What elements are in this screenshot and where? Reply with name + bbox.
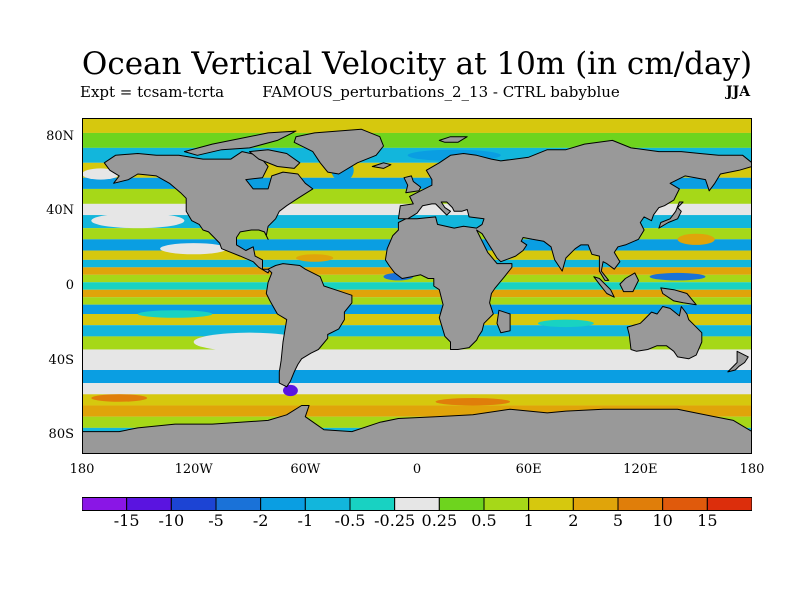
land-iceland <box>371 162 392 169</box>
land-borneo <box>619 272 639 293</box>
map-subtitle: Expt = tcsam-tcrta FAMOUS_perturbations_… <box>80 83 620 101</box>
colorbar-tick-label: 2 <box>568 511 579 530</box>
lat-label: 40N <box>46 203 74 219</box>
colorbar-swatch <box>617 497 664 511</box>
velocity-patch <box>537 319 594 328</box>
colorbar-swatch <box>126 497 172 511</box>
colorbar-tick-label: 0.5 <box>471 511 497 530</box>
land-greenland <box>293 128 384 175</box>
colorbar-tick-label: 15 <box>697 511 718 530</box>
velocity-band <box>82 177 752 189</box>
colorbar-tick-label: 5 <box>612 511 624 530</box>
colorbar-tick-label: -10 <box>158 511 185 530</box>
land-baffin-island <box>249 149 301 169</box>
velocity-band <box>82 304 752 314</box>
colorbar-swatch <box>528 497 574 511</box>
colorbar-swatch <box>304 497 351 511</box>
colorbar-tick-label: -2 <box>252 511 269 530</box>
perturbation-label: FAMOUS_perturbations_2_13 - CTRL babyblu… <box>262 83 620 101</box>
velocity-band <box>82 370 752 384</box>
velocity-patch <box>649 272 706 281</box>
experiment-label: Expt = tcsam-tcrta <box>80 83 225 101</box>
colorbar-swatch <box>483 497 530 511</box>
velocity-band <box>82 274 752 283</box>
velocity-patch <box>677 233 715 245</box>
lon-label: 120W <box>174 462 213 477</box>
lon-label: 120E <box>623 462 658 477</box>
velocity-patch <box>482 351 576 370</box>
season-label: JJA <box>726 84 751 100</box>
land-canadian-archipelago <box>183 130 297 156</box>
velocity-band <box>82 405 752 417</box>
colorbar-tick-label: -15 <box>113 511 140 530</box>
land-new-zealand <box>727 350 749 373</box>
colorbar-swatch <box>170 497 217 511</box>
map-frame <box>82 118 752 454</box>
land-madagascar <box>496 309 511 334</box>
velocity-patch <box>160 243 228 255</box>
velocity-band <box>82 314 752 326</box>
lat-label: 40S <box>48 352 74 368</box>
land-north-america <box>103 151 314 274</box>
colorbar <box>82 497 752 511</box>
land-eurasia-africa <box>384 139 752 350</box>
land-japan <box>658 201 684 229</box>
colorbar-tick-label: 0.25 <box>421 511 458 530</box>
colorbar-tick-label: -5 <box>208 511 224 530</box>
lat-label: 80S <box>48 427 74 443</box>
velocity-band <box>82 132 752 148</box>
velocity-band <box>82 282 752 290</box>
colorbar-swatch <box>349 497 396 511</box>
colorbar-swatch <box>572 497 619 511</box>
land-australia <box>626 306 703 360</box>
colorbar-swatch <box>260 497 306 511</box>
velocity-patch <box>82 168 120 180</box>
velocity-patch <box>323 351 436 370</box>
land-sumatra <box>593 276 615 298</box>
colorbar-tick-label: -1 <box>297 511 314 530</box>
velocity-patch <box>283 384 298 397</box>
colorbar-swatch <box>438 497 485 511</box>
colorbar-swatch <box>706 497 752 511</box>
velocity-band <box>82 289 752 298</box>
lat-label: 0 <box>65 278 74 293</box>
map-title: Ocean Vertical Velocity at 10m (in cm/da… <box>81 46 753 82</box>
land-svalbard <box>438 136 468 143</box>
velocity-patch <box>193 332 306 352</box>
velocity-patch <box>137 310 213 318</box>
velocity-patch <box>91 394 148 402</box>
lat-label: 80N <box>46 128 74 144</box>
map-panel <box>82 118 752 454</box>
colorbar-swatch <box>215 497 262 511</box>
colorbar-swatch <box>394 497 440 511</box>
land-new-guinea <box>660 287 697 306</box>
velocity-band <box>82 297 752 305</box>
velocity-band <box>82 118 752 133</box>
lon-label: 180 <box>69 462 95 477</box>
colorbar-tick-label: 1 <box>523 511 534 530</box>
lon-label: 60W <box>290 462 321 477</box>
land-antarctica <box>82 405 752 454</box>
lon-label: 180 <box>739 462 765 477</box>
colorbar-swatch <box>82 497 128 511</box>
colorbar-tick-label: -0.5 <box>334 511 366 530</box>
land-south-america <box>265 263 353 388</box>
velocity-band <box>82 394 752 406</box>
colorbar-tick-label: -0.25 <box>374 511 416 530</box>
lon-label: 60E <box>515 462 542 477</box>
lon-label: 0 <box>412 462 422 477</box>
velocity-patch <box>435 398 511 406</box>
velocity-band <box>82 383 752 395</box>
colorbar-tick-label: 10 <box>652 511 673 530</box>
velocity-patch <box>91 213 185 229</box>
velocity-band <box>82 325 752 337</box>
colorbar-swatch <box>662 497 708 511</box>
world-map <box>82 118 752 454</box>
land-british-isles <box>403 175 422 194</box>
velocity-patch <box>296 254 334 262</box>
